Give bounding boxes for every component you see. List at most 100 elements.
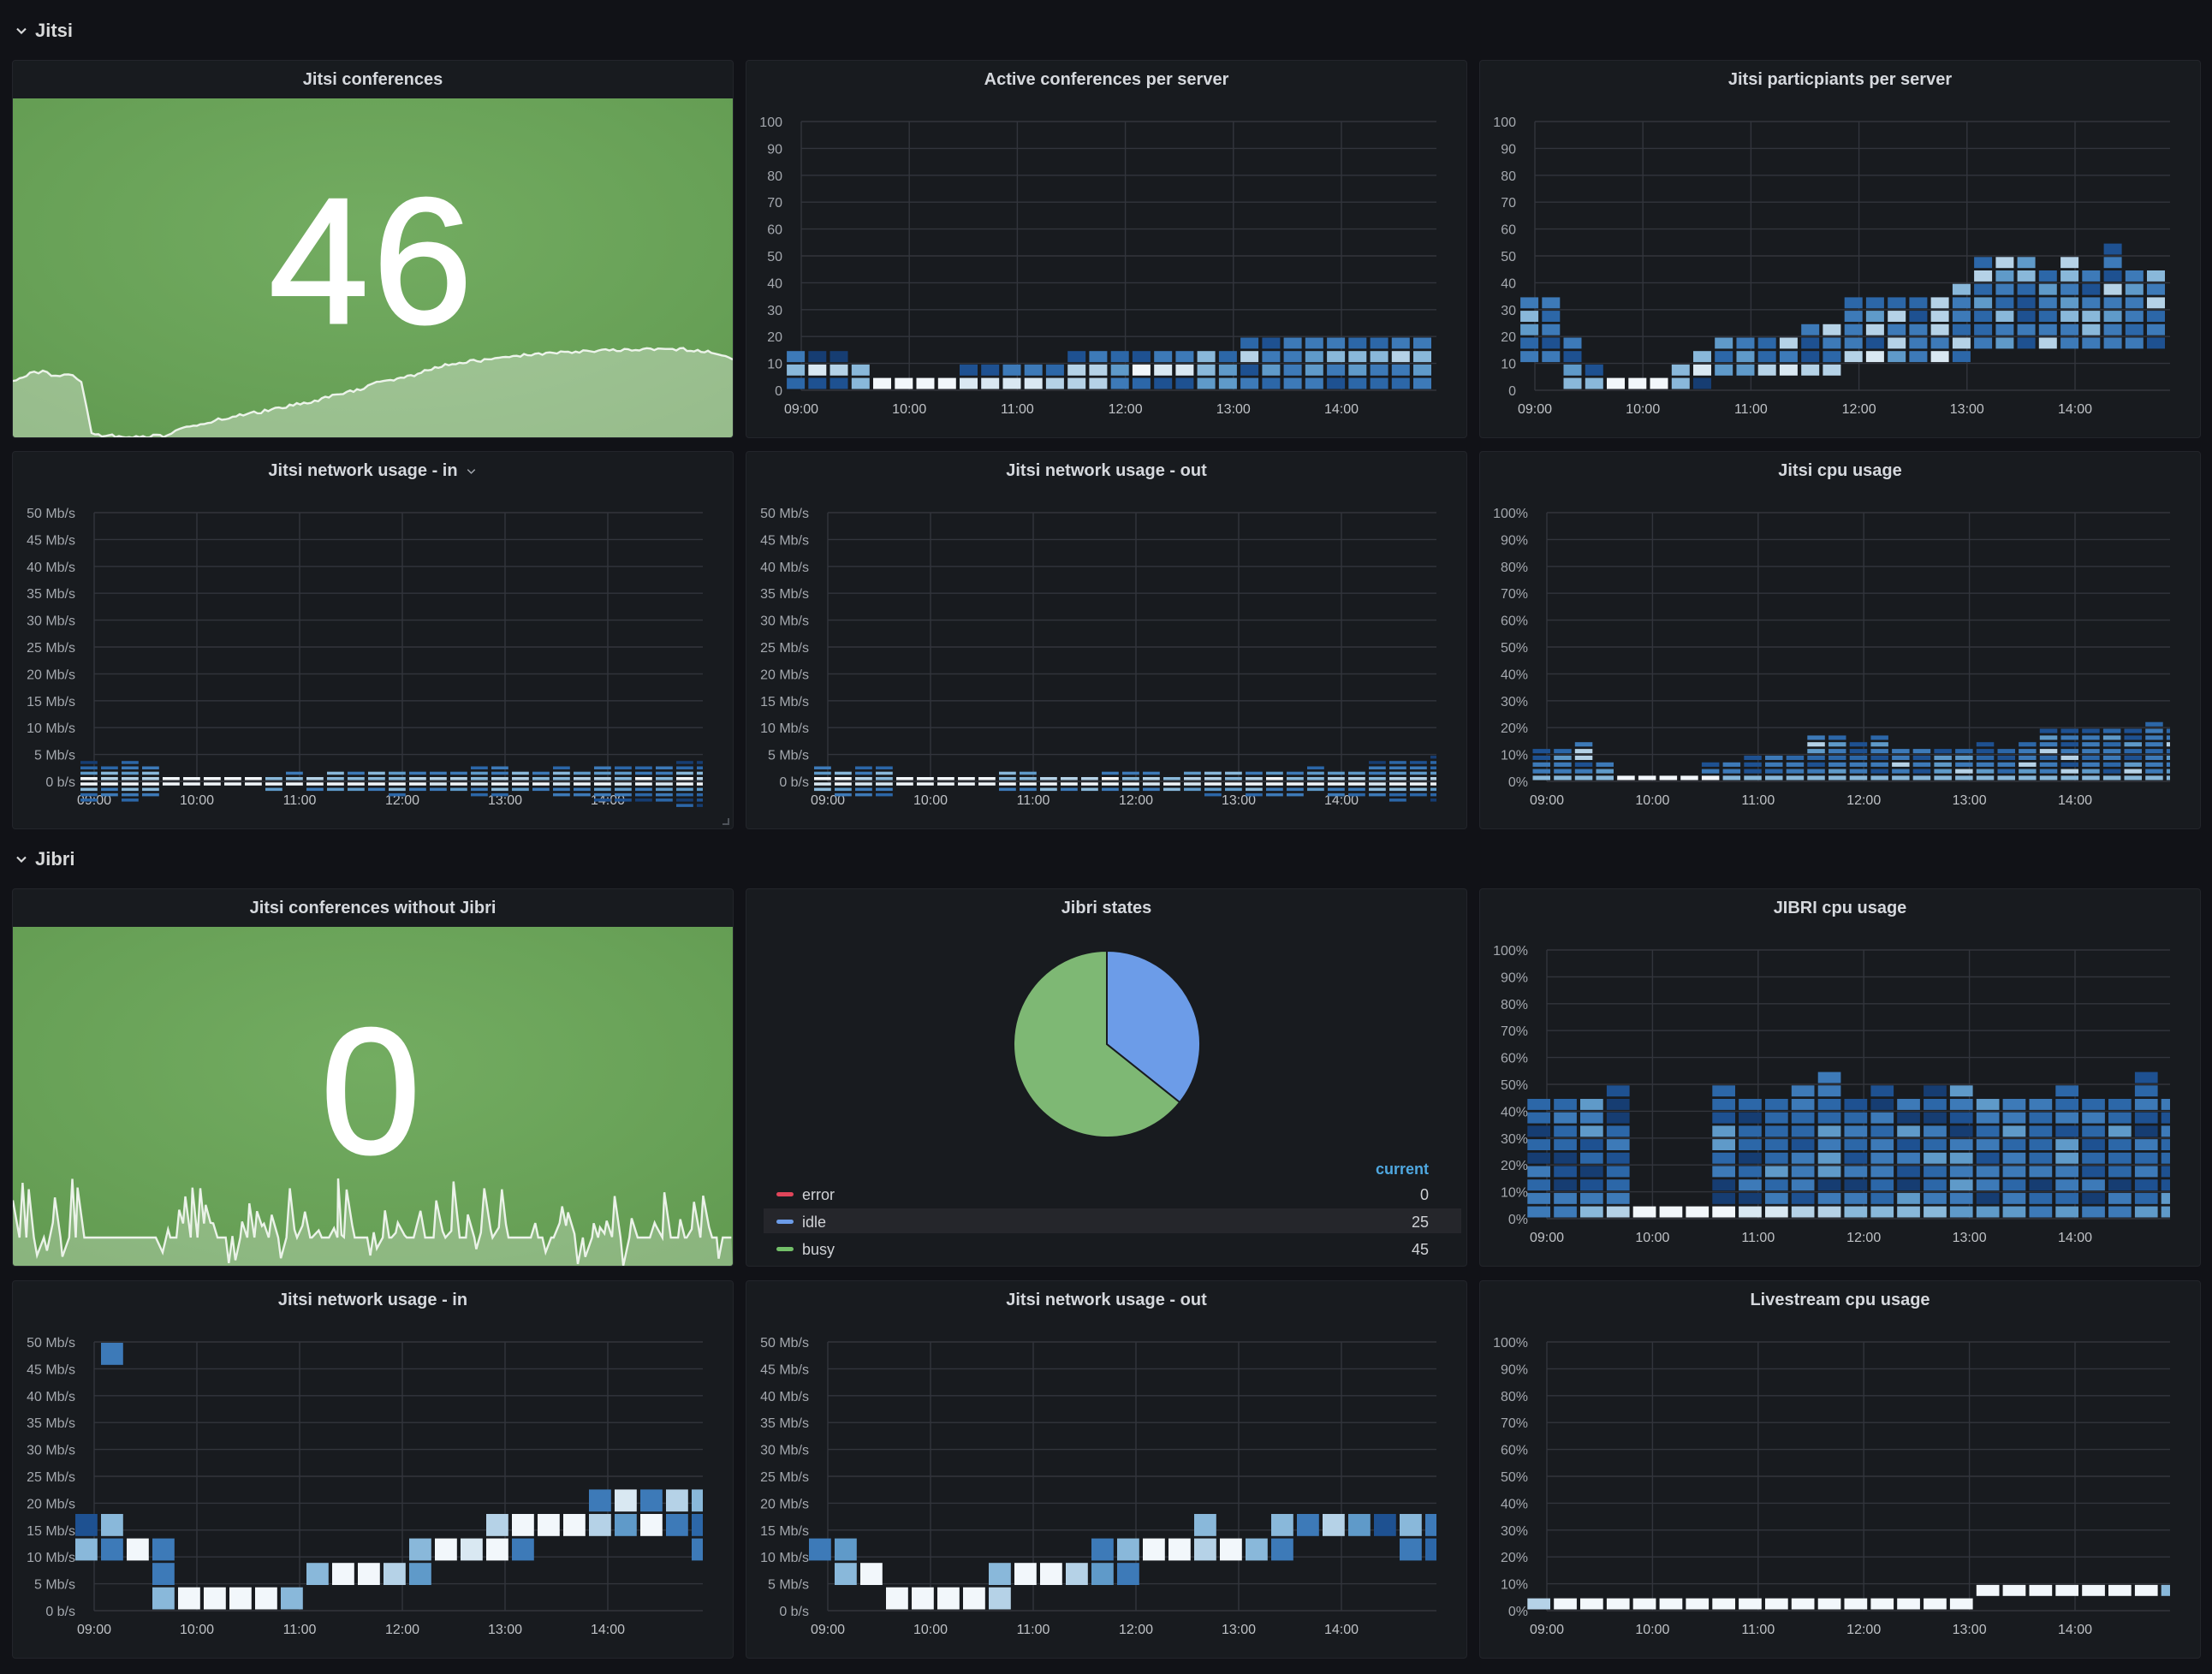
svg-text:0%: 0% [1508, 775, 1528, 790]
svg-text:12:00: 12:00 [385, 1623, 419, 1637]
svg-text:50%: 50% [1501, 1470, 1528, 1485]
svg-text:13:00: 13:00 [1953, 1623, 1987, 1637]
svg-text:90: 90 [1501, 142, 1516, 157]
svg-text:11:00: 11:00 [283, 793, 317, 808]
svg-text:40: 40 [1501, 276, 1516, 291]
svg-text:70: 70 [767, 196, 782, 211]
svg-text:13:00: 13:00 [1953, 793, 1987, 808]
svg-text:13:00: 13:00 [1216, 402, 1251, 417]
svg-text:14:00: 14:00 [2058, 1623, 2092, 1637]
svg-text:13:00: 13:00 [488, 1623, 522, 1637]
svg-text:0%: 0% [1508, 1213, 1528, 1227]
svg-text:10 Mb/s: 10 Mb/s [27, 721, 75, 736]
svg-text:0: 0 [1508, 384, 1516, 399]
svg-text:20 Mb/s: 20 Mb/s [27, 668, 75, 682]
svg-text:35 Mb/s: 35 Mb/s [27, 587, 75, 602]
svg-text:10:00: 10:00 [1635, 793, 1669, 808]
svg-text:50%: 50% [1501, 641, 1528, 656]
svg-text:0: 0 [775, 384, 782, 399]
svg-text:10: 10 [767, 358, 782, 372]
svg-text:10%: 10% [1501, 1186, 1528, 1201]
svg-text:10 Mb/s: 10 Mb/s [760, 721, 809, 736]
svg-text:13:00: 13:00 [1222, 1623, 1256, 1637]
svg-text:current: current [1376, 1161, 1429, 1178]
svg-text:50 Mb/s: 50 Mb/s [760, 1336, 809, 1350]
svg-text:20%: 20% [1501, 721, 1528, 736]
svg-text:12:00: 12:00 [1842, 402, 1876, 417]
svg-text:100%: 100% [1493, 944, 1528, 959]
svg-text:25: 25 [1412, 1214, 1429, 1231]
svg-text:11:00: 11:00 [1001, 402, 1034, 417]
svg-text:11:00: 11:00 [1741, 1231, 1775, 1245]
svg-text:35 Mb/s: 35 Mb/s [760, 1416, 809, 1431]
svg-text:13:00: 13:00 [1222, 793, 1256, 808]
svg-text:14:00: 14:00 [2058, 1231, 2092, 1245]
svg-text:80: 80 [767, 169, 782, 184]
svg-text:15 Mb/s: 15 Mb/s [760, 695, 809, 709]
svg-text:30: 30 [767, 304, 782, 318]
svg-text:10:00: 10:00 [913, 1623, 948, 1637]
svg-text:5 Mb/s: 5 Mb/s [34, 1578, 75, 1593]
svg-text:70%: 70% [1501, 587, 1528, 602]
svg-text:10%: 10% [1501, 1578, 1528, 1593]
svg-text:80%: 80% [1501, 1390, 1528, 1404]
svg-text:12:00: 12:00 [1846, 1231, 1881, 1245]
svg-text:30 Mb/s: 30 Mb/s [760, 1444, 809, 1458]
svg-text:14:00: 14:00 [591, 1623, 625, 1637]
svg-text:busy: busy [802, 1241, 835, 1258]
svg-text:14:00: 14:00 [2058, 402, 2092, 417]
svg-text:11:00: 11:00 [1017, 1623, 1050, 1637]
svg-text:09:00: 09:00 [1530, 1623, 1564, 1637]
svg-text:90%: 90% [1501, 971, 1528, 985]
svg-text:12:00: 12:00 [1846, 1623, 1881, 1637]
svg-text:15 Mb/s: 15 Mb/s [27, 1524, 75, 1539]
svg-text:30%: 30% [1501, 695, 1528, 709]
svg-text:11:00: 11:00 [1741, 1623, 1775, 1637]
svg-text:09:00: 09:00 [811, 793, 845, 808]
svg-text:90: 90 [767, 142, 782, 157]
svg-text:0: 0 [1420, 1186, 1429, 1203]
svg-text:45 Mb/s: 45 Mb/s [760, 1362, 809, 1377]
svg-text:14:00: 14:00 [1324, 1623, 1359, 1637]
svg-text:13:00: 13:00 [1953, 1231, 1987, 1245]
svg-text:5 Mb/s: 5 Mb/s [34, 749, 75, 763]
svg-text:70%: 70% [1501, 1416, 1528, 1431]
svg-text:13:00: 13:00 [488, 793, 522, 808]
svg-text:20: 20 [1501, 330, 1516, 345]
svg-text:09:00: 09:00 [784, 402, 818, 417]
svg-text:100%: 100% [1493, 507, 1528, 521]
svg-text:10:00: 10:00 [913, 793, 948, 808]
svg-text:35 Mb/s: 35 Mb/s [27, 1416, 75, 1431]
svg-text:100: 100 [1493, 116, 1516, 130]
svg-text:40 Mb/s: 40 Mb/s [27, 561, 75, 575]
svg-text:100: 100 [759, 116, 782, 130]
svg-text:10:00: 10:00 [1626, 402, 1660, 417]
svg-text:35 Mb/s: 35 Mb/s [760, 587, 809, 602]
svg-text:40%: 40% [1501, 1497, 1528, 1511]
svg-text:14:00: 14:00 [2058, 793, 2092, 808]
svg-text:40%: 40% [1501, 668, 1528, 682]
svg-text:10:00: 10:00 [1635, 1623, 1669, 1637]
svg-text:25 Mb/s: 25 Mb/s [27, 1470, 75, 1485]
svg-text:25 Mb/s: 25 Mb/s [27, 641, 75, 656]
svg-text:20 Mb/s: 20 Mb/s [27, 1497, 75, 1511]
svg-text:40: 40 [767, 276, 782, 291]
svg-text:11:00: 11:00 [1741, 793, 1775, 808]
svg-text:30%: 30% [1501, 1524, 1528, 1539]
svg-text:50 Mb/s: 50 Mb/s [760, 507, 809, 521]
svg-text:12:00: 12:00 [1846, 793, 1881, 808]
svg-text:0 b/s: 0 b/s [45, 775, 75, 790]
svg-text:10:00: 10:00 [180, 793, 214, 808]
svg-text:idle: idle [802, 1214, 826, 1231]
svg-text:10:00: 10:00 [892, 402, 926, 417]
svg-text:10%: 10% [1501, 749, 1528, 763]
svg-text:20: 20 [767, 330, 782, 345]
svg-text:14:00: 14:00 [1324, 402, 1359, 417]
svg-text:80: 80 [1501, 169, 1516, 184]
svg-text:60%: 60% [1501, 1052, 1528, 1066]
svg-text:12:00: 12:00 [1119, 793, 1153, 808]
svg-text:11:00: 11:00 [283, 1623, 317, 1637]
svg-text:50: 50 [767, 250, 782, 264]
svg-text:20%: 20% [1501, 1159, 1528, 1173]
svg-text:09:00: 09:00 [1518, 402, 1552, 417]
